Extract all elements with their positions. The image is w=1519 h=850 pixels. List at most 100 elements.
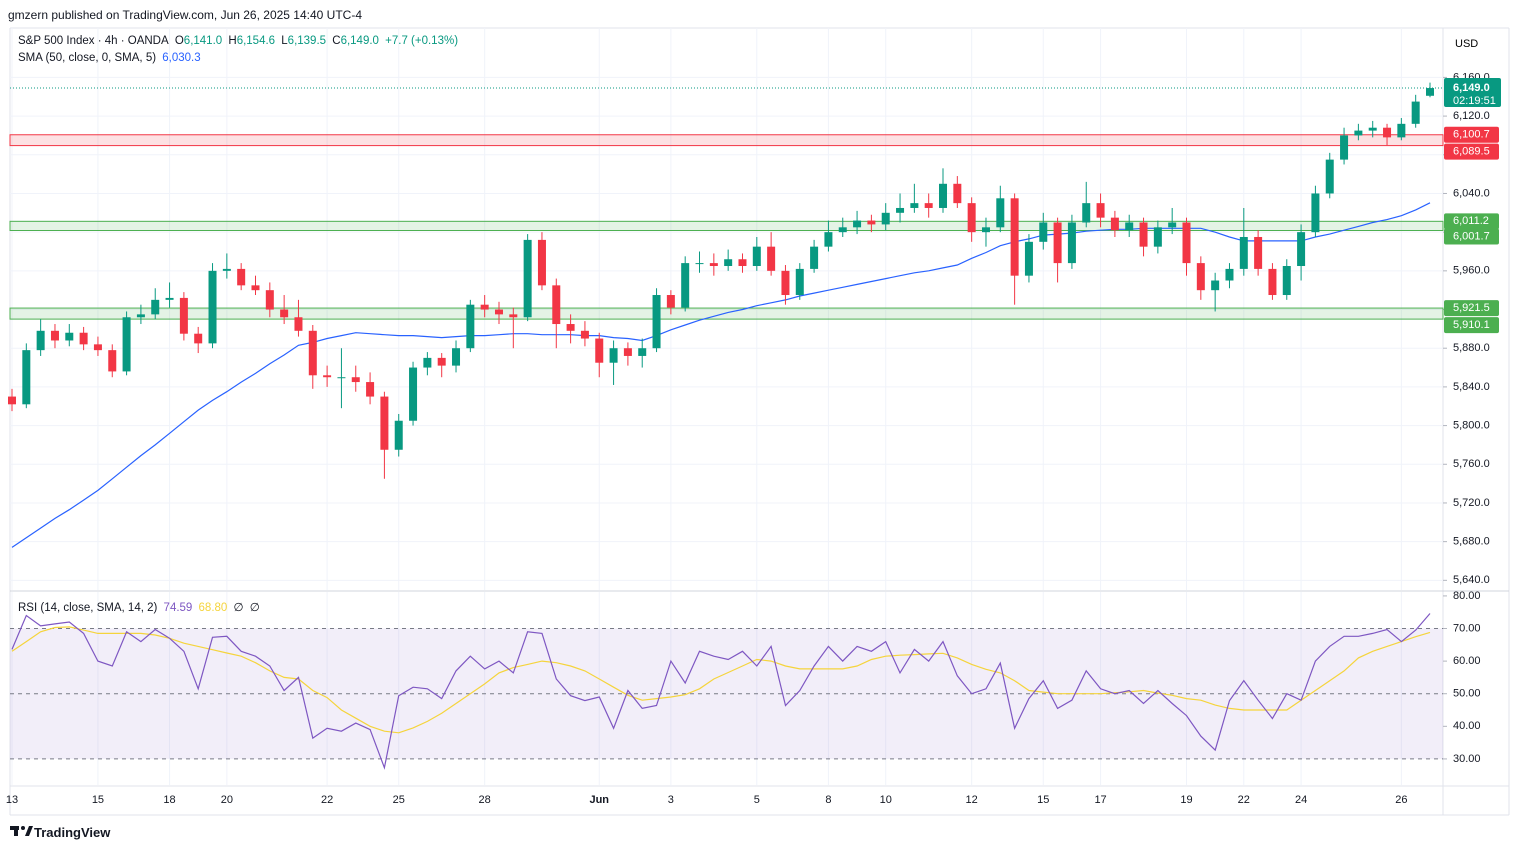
candle-body <box>423 357 432 368</box>
zone <box>9 307 1444 320</box>
rsi-ma-line <box>11 626 1431 734</box>
candle-body <box>208 270 217 344</box>
candle-body <box>1096 203 1105 218</box>
candle-body <box>136 314 145 318</box>
candle-body <box>810 246 819 269</box>
candle-body <box>1411 101 1420 124</box>
candle-body <box>294 317 303 331</box>
candle-body <box>165 297 174 300</box>
candle-body <box>695 263 704 265</box>
ohlc-h: H6,154.6 <box>228 35 275 47</box>
candle-body <box>767 246 776 271</box>
x-tick-label: 22 <box>1238 794 1250 806</box>
publisher-line: gmzern published on TradingView.com, Jun… <box>8 8 362 22</box>
x-tick-label: 5 <box>754 794 760 806</box>
candle-body <box>1182 222 1191 264</box>
candle-body <box>122 317 131 372</box>
candle-body <box>1354 130 1363 136</box>
candle-body <box>781 270 790 296</box>
candle-body <box>1397 123 1406 138</box>
y-tick-label: 5,720.0 <box>1453 497 1490 509</box>
currency-button[interactable] <box>1448 34 1488 54</box>
zone-tag <box>1444 213 1499 230</box>
candle-body <box>337 377 346 379</box>
x-tick-label: 15 <box>1037 794 1049 806</box>
candle-body <box>8 396 16 405</box>
zone-tag <box>1444 228 1499 245</box>
x-tick-label: 22 <box>321 794 333 806</box>
zone-tag <box>1444 126 1499 143</box>
candle-body <box>580 330 589 339</box>
y-tick-label: 5,640.0 <box>1453 574 1490 586</box>
candle-body <box>967 203 976 233</box>
candle-body <box>409 367 418 421</box>
rsi-extra: ∅ <box>249 602 260 614</box>
candle-body <box>108 350 117 372</box>
c-value: 6,149.0 <box>340 35 379 47</box>
candle-body <box>1297 232 1306 267</box>
rsi-legend: RSI (14, close, SMA, 14, 2) 74.59 68.80 … <box>18 600 263 614</box>
rsi-y-tick-label: 40.00 <box>1453 720 1481 732</box>
l-value: 6,139.5 <box>287 35 327 47</box>
zone <box>9 220 1444 232</box>
zone-label: 6,089.5 <box>1453 145 1490 157</box>
candle-body <box>1139 222 1148 247</box>
candle-body <box>323 375 332 378</box>
candle-body <box>1368 127 1377 131</box>
x-tick-label: 28 <box>479 794 491 806</box>
candle-body <box>480 304 489 310</box>
candle-body <box>924 203 933 208</box>
zone-tag <box>1444 317 1499 334</box>
candle-body <box>1225 268 1234 281</box>
y-tick-label: 5,840.0 <box>1453 381 1490 393</box>
sma-name: SMA (50, close, 0, SMA, 5) <box>18 52 157 64</box>
currency[interactable]: USD <box>1455 38 1478 50</box>
candle-body <box>881 212 890 225</box>
zone-label: 5,921.5 <box>1453 302 1490 314</box>
rsi-ma-value: 68.80 <box>198 602 228 614</box>
x-tick-label: Jun <box>589 794 609 806</box>
y-tick-label: 5,800.0 <box>1453 419 1490 431</box>
candle-body <box>494 309 503 315</box>
candle-body <box>1282 266 1291 296</box>
candle-body <box>666 295 675 308</box>
candle-body <box>93 344 102 351</box>
candle-body <box>853 220 862 228</box>
x-tick-label: 19 <box>1180 794 1192 806</box>
candle-body <box>1268 268 1277 296</box>
candle-body <box>466 304 475 349</box>
candle-body <box>1239 236 1248 269</box>
candle-body <box>537 239 546 286</box>
candle-body <box>280 309 289 318</box>
c-label: C <box>332 35 341 47</box>
zone-label: 5,910.1 <box>1453 319 1490 331</box>
candle-body <box>1153 227 1162 247</box>
candle-body <box>1383 127 1392 138</box>
candle-body <box>681 263 690 308</box>
candle-body <box>867 220 876 225</box>
candle-body <box>251 285 260 291</box>
candle-body <box>1010 198 1019 276</box>
x-tick-label: 26 <box>1395 794 1407 806</box>
candle-body <box>237 268 246 286</box>
symbol-legend: S&P 500 Index · 4h · OANDA O6,141.0 H6,1… <box>18 35 461 47</box>
y-tick-label: 5,880.0 <box>1453 342 1490 354</box>
candle-body <box>738 259 747 267</box>
candle-body <box>609 348 618 363</box>
x-tick-label: 20 <box>221 794 233 806</box>
ohlc-o: O6,141.0 <box>175 35 222 47</box>
sma-value: 6,030.3 <box>162 52 201 64</box>
symbol: S&P 500 Index · 4h · OANDA <box>18 35 169 47</box>
x-tick-label: 17 <box>1094 794 1106 806</box>
h-value: 6,154.6 <box>236 35 276 47</box>
candle-body <box>1082 203 1091 223</box>
candle-body <box>896 207 905 213</box>
candle-body <box>1110 217 1119 231</box>
rsi-y-tick-label: 70.00 <box>1453 622 1481 634</box>
candle-body <box>824 232 833 247</box>
candle-body <box>151 299 160 315</box>
candle-body <box>981 227 990 233</box>
candle-body <box>1039 222 1048 242</box>
sma-line <box>11 202 1431 548</box>
candle-body <box>222 268 231 271</box>
